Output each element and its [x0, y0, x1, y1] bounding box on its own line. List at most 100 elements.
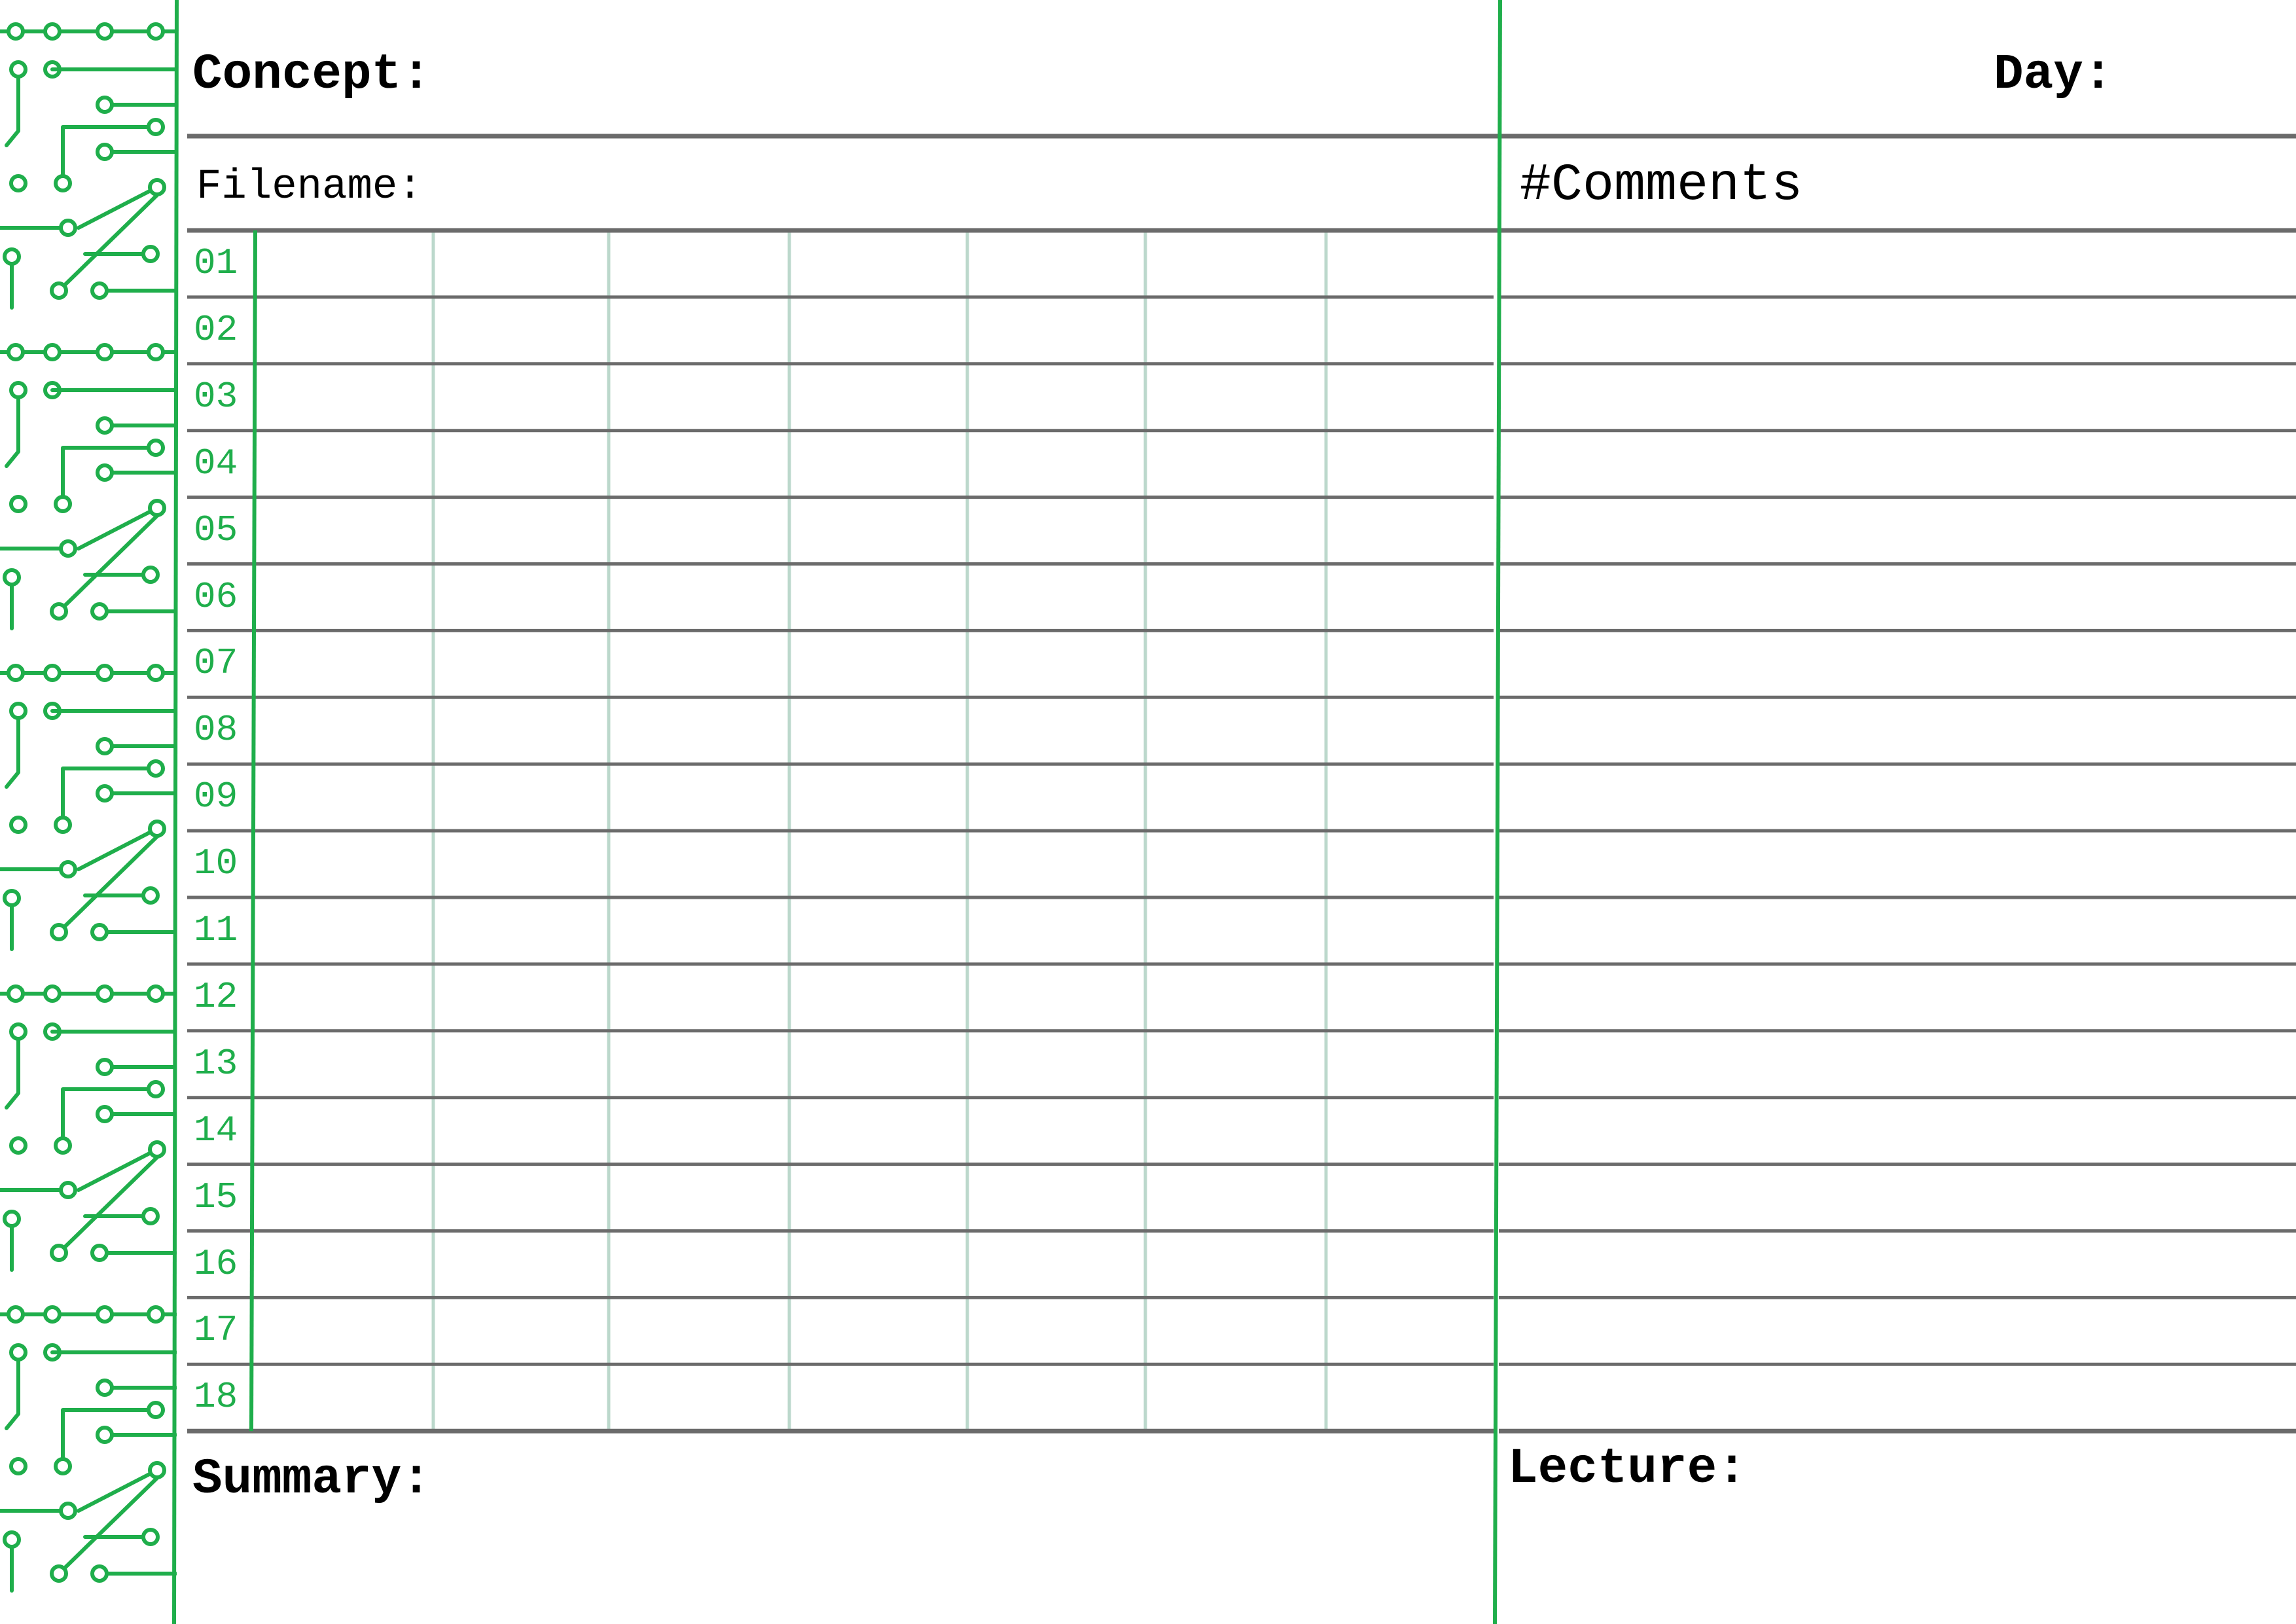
circuit-node: [9, 1022, 27, 1041]
circuit-node: [9, 702, 27, 720]
circuit-node: [9, 174, 27, 192]
circuit-node: [96, 664, 114, 682]
row-number: 09: [194, 776, 238, 818]
circuit-node: [141, 1207, 160, 1225]
circuit-node: [9, 1136, 27, 1155]
circuit-trace: [61, 1087, 158, 1147]
row-number: 14: [194, 1109, 238, 1151]
circuit-node: [7, 984, 25, 1003]
circuit-node: [3, 889, 21, 907]
circuit-trace: [57, 514, 159, 613]
circuit-node: [9, 816, 27, 834]
row-number: 10: [194, 842, 238, 885]
circuit-node: [54, 1136, 72, 1155]
circuit-node: [9, 1457, 27, 1475]
row-number: 08: [194, 709, 238, 751]
circuit-node: [7, 1305, 25, 1324]
circuit-node: [90, 1244, 109, 1262]
circuit-node: [96, 1379, 114, 1397]
circuit-node: [141, 245, 160, 263]
circuit-node: [50, 1244, 68, 1262]
circuit-node: [147, 1401, 165, 1419]
circuit-node: [96, 1426, 114, 1444]
circuit-trace: [77, 506, 159, 550]
row-number: 06: [194, 575, 238, 618]
circuit-node: [96, 1305, 114, 1324]
circuit-node: [90, 923, 109, 941]
circuit-trace: [5, 67, 20, 147]
circuit-board-decoration: [0, 22, 177, 1593]
circuit-node: [43, 664, 62, 682]
circuit-node: [43, 1305, 62, 1324]
circuit-node: [147, 664, 165, 682]
circuit-trace: [5, 1030, 20, 1110]
circuit-node: [7, 22, 25, 41]
circuit-node: [147, 343, 165, 361]
circuit-node: [147, 1305, 165, 1324]
circuit-node: [9, 495, 27, 513]
summary-label: Summary:: [192, 1451, 431, 1507]
circuit-node: [50, 1564, 68, 1583]
circuit-node: [96, 143, 114, 161]
circuit-node: [9, 381, 27, 399]
circuit-node: [9, 1343, 27, 1362]
circuit-node: [147, 22, 165, 41]
row-number: 18: [194, 1376, 238, 1418]
circuit-node: [43, 22, 62, 41]
circuit-node: [50, 602, 68, 621]
concept-label: Concept:: [192, 46, 431, 103]
circuit-trace: [77, 1468, 159, 1513]
circuit-node: [59, 539, 77, 558]
circuit-trace: [5, 709, 20, 789]
circuit-node: [7, 664, 25, 682]
circuit-trace: [61, 446, 158, 506]
circuit-node: [96, 22, 114, 41]
circuit-node: [147, 1080, 165, 1098]
left-margin-line: [172, 0, 179, 1624]
circuit-node: [96, 1058, 114, 1076]
circuit-node: [96, 1105, 114, 1123]
circuit-node: [90, 1564, 109, 1583]
row-number: 07: [194, 642, 238, 685]
circuit-node: [96, 737, 114, 755]
row-number: 04: [194, 442, 238, 484]
circuit-node: [54, 816, 72, 834]
row-number: 15: [194, 1176, 238, 1218]
circuit-node: [147, 759, 165, 778]
row-number: 16: [194, 1242, 238, 1285]
circuit-node: [50, 923, 68, 941]
lecture-label: Lecture:: [1508, 1441, 1747, 1497]
center-divider: [1493, 0, 1502, 1624]
circuit-node: [90, 602, 109, 621]
circuit-trace: [61, 767, 158, 827]
circuit-node: [3, 1210, 21, 1228]
row-number: 17: [194, 1309, 238, 1352]
circuit-node: [7, 343, 25, 361]
circuit-node: [96, 96, 114, 114]
circuit-node: [3, 1530, 21, 1549]
circuit-node: [147, 118, 165, 136]
circuit-node: [43, 984, 62, 1003]
circuit-node: [43, 343, 62, 361]
circuit-node: [54, 495, 72, 513]
row-number: 01: [194, 242, 238, 284]
circuit-node: [96, 784, 114, 803]
row-number: 02: [194, 308, 238, 351]
circuit-node: [59, 1502, 77, 1520]
circuit-node: [54, 174, 72, 192]
circuit-node: [59, 219, 77, 237]
circuit-trace: [57, 1476, 159, 1576]
circuit-trace: [5, 388, 20, 468]
circuit-node: [50, 281, 68, 300]
circuit-trace: [77, 827, 159, 871]
row-number: 03: [194, 375, 238, 418]
circuit-node: [147, 984, 165, 1003]
circuit-node: [59, 860, 77, 878]
circuit-node: [96, 416, 114, 435]
circuit-node: [141, 886, 160, 905]
circuit-node: [9, 60, 27, 79]
day-label: Day:: [1994, 46, 2113, 103]
circuit-node: [147, 439, 165, 457]
